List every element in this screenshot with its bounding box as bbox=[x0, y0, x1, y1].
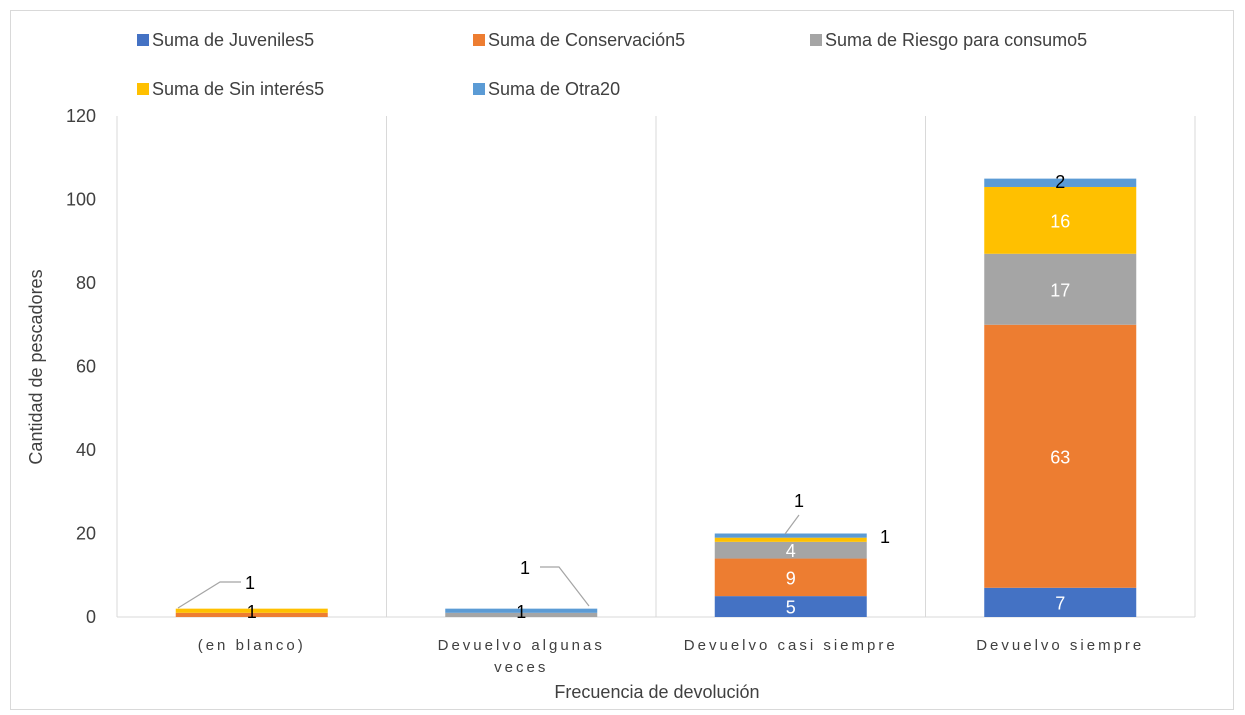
x-axis: (en blanco) Devuelvo algunas veces Devuelvo… bbox=[198, 637, 1144, 676]
legend-swatch bbox=[473, 83, 485, 95]
data-label: 1 bbox=[247, 602, 257, 622]
callout-line bbox=[784, 514, 800, 535]
bar-segment bbox=[714, 596, 867, 617]
bar-segment bbox=[714, 541, 867, 559]
bar-segment bbox=[984, 186, 1137, 254]
data-label: 1 bbox=[516, 602, 526, 622]
legend-swatch bbox=[810, 34, 822, 46]
data-label: 2 bbox=[1055, 172, 1065, 192]
legend-swatch bbox=[473, 34, 485, 46]
data-label: 1 bbox=[794, 491, 804, 511]
y-tick-label: 60 bbox=[76, 357, 96, 377]
x-axis-title: Frecuencia de devolución bbox=[554, 682, 759, 702]
y-tick-label: 20 bbox=[76, 524, 96, 544]
callout-line bbox=[540, 566, 590, 607]
y-tick-label: 100 bbox=[66, 190, 96, 210]
y-axis: 0 20 40 60 80 100 120 bbox=[66, 106, 96, 627]
x-tick-label: veces bbox=[494, 659, 548, 676]
y-tick-label: 0 bbox=[86, 607, 96, 627]
bar-segment bbox=[984, 324, 1137, 588]
bar-segment bbox=[175, 612, 328, 617]
data-label: 63 bbox=[1050, 447, 1070, 467]
data-label: 4 bbox=[786, 541, 796, 561]
bar-segment bbox=[984, 587, 1137, 617]
x-tick-label: Devuelvo algunas bbox=[438, 637, 605, 654]
bar-segment bbox=[984, 253, 1137, 325]
data-label: 17 bbox=[1050, 280, 1070, 300]
callout-line bbox=[177, 581, 241, 609]
bar-segment bbox=[714, 533, 867, 538]
bar-segment bbox=[984, 178, 1137, 187]
y-tick-label: 80 bbox=[76, 273, 96, 293]
data-label: 1 bbox=[245, 573, 255, 593]
legend-entry: Suma de Riesgo para consumo5 bbox=[825, 30, 1087, 50]
legend-swatch bbox=[137, 83, 149, 95]
data-label: 1 bbox=[520, 558, 530, 578]
legend-entry: Suma de Sin interés5 bbox=[152, 79, 324, 99]
y-axis-title: Cantidad de pescadores bbox=[26, 269, 46, 464]
legend-entry: Suma de Otra20 bbox=[488, 79, 620, 99]
bar-segment bbox=[175, 608, 328, 613]
data-label: 5 bbox=[786, 598, 796, 618]
bar-segment bbox=[714, 537, 867, 542]
bar-segment bbox=[714, 558, 867, 597]
data-label: 9 bbox=[786, 568, 796, 588]
y-tick-label: 40 bbox=[76, 440, 96, 460]
data-label: 7 bbox=[1055, 593, 1065, 613]
x-tick-label: Devuelvo casi siempre bbox=[684, 637, 898, 654]
y-tick-label: 120 bbox=[66, 106, 96, 126]
legend-swatch bbox=[137, 34, 149, 46]
x-tick-label: Devuelvo siempre bbox=[976, 637, 1144, 654]
legend-entry: Suma de Conservación5 bbox=[488, 30, 685, 50]
bars bbox=[175, 178, 1137, 617]
bar-segment bbox=[445, 612, 598, 617]
data-label: 16 bbox=[1050, 211, 1070, 231]
bar-segment bbox=[445, 608, 598, 613]
x-tick-label: (en blanco) bbox=[198, 637, 306, 654]
legend-entry: Suma de Juveniles5 bbox=[152, 30, 314, 50]
chart-legend: Suma de Juveniles5 Suma de Conservación5 S… bbox=[137, 30, 1087, 99]
data-label: 1 bbox=[880, 527, 890, 547]
